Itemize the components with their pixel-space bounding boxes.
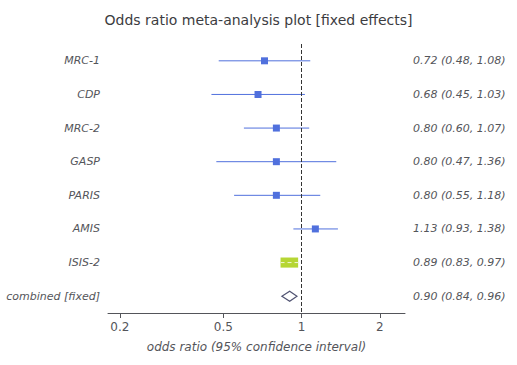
svg-text:CDP: CDP (77, 88, 100, 101)
svg-text:0.80 (0.47, 1.36): 0.80 (0.47, 1.36) (413, 155, 506, 168)
svg-text:ISIS-2: ISIS-2 (69, 256, 100, 269)
svg-text:2: 2 (376, 320, 384, 334)
svg-text:MRC-1: MRC-1 (64, 54, 100, 67)
svg-text:0.72 (0.48, 1.08): 0.72 (0.48, 1.08) (413, 54, 506, 67)
svg-text:odds ratio (95% confidence int: odds ratio (95% confidence interval) (147, 340, 366, 354)
svg-text:0.80 (0.60, 1.07): 0.80 (0.60, 1.07) (413, 122, 506, 135)
svg-text:0.89 (0.83, 0.97): 0.89 (0.83, 0.97) (413, 256, 506, 269)
svg-text:0.90 (0.84, 0.96): 0.90 (0.84, 0.96) (413, 290, 506, 303)
svg-text:1.13 (0.93, 1.38): 1.13 (0.93, 1.38) (413, 222, 506, 235)
svg-text:0.2: 0.2 (110, 320, 129, 334)
svg-text:1: 1 (298, 320, 306, 334)
svg-text:0.5: 0.5 (214, 320, 233, 334)
svg-text:GASP: GASP (70, 155, 100, 168)
svg-text:0.80 (0.55, 1.18): 0.80 (0.55, 1.18) (413, 189, 506, 202)
svg-text:MRC-2: MRC-2 (64, 122, 100, 135)
svg-text:0.68 (0.45, 1.03): 0.68 (0.45, 1.03) (413, 88, 506, 101)
svg-text:AMIS: AMIS (72, 222, 100, 235)
svg-text:Odds ratio meta-analysis plot: Odds ratio meta-analysis plot [fixed eff… (105, 12, 413, 28)
svg-text:combined [fixed]: combined [fixed] (6, 290, 100, 303)
svg-text:PARIS: PARIS (69, 189, 100, 202)
